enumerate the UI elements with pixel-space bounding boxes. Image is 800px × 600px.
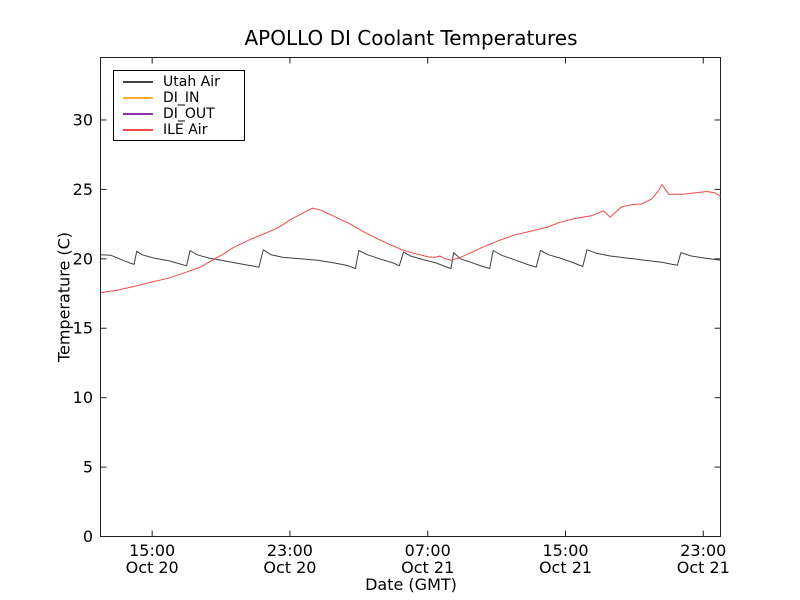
y-tick-label: 0	[83, 527, 93, 546]
y-tick-label: 20	[73, 249, 93, 268]
series-line-utah-air	[100, 249, 721, 269]
y-tick-label: 30	[73, 110, 93, 129]
plot-border	[100, 57, 721, 537]
legend: Utah Air DI_IN DI_OUT ILE Air	[113, 70, 245, 141]
x-tick-label-time: 07:00	[405, 541, 451, 560]
x-tick-label-time: 23:00	[267, 541, 313, 560]
x-tick-label-date: Oct 21	[539, 558, 592, 577]
legend-line-sample	[123, 113, 153, 115]
legend-item: DI_OUT	[114, 106, 244, 122]
x-tick-label-time: 15:00	[542, 541, 588, 560]
x-tick-label-time: 23:00	[680, 541, 726, 560]
legend-item: DI_IN	[114, 90, 244, 106]
x-tick-label-date: Oct 20	[126, 558, 179, 577]
legend-item: Utah Air	[114, 74, 244, 90]
x-tick-label-time: 15:00	[129, 541, 175, 560]
y-tick-label: 10	[73, 388, 93, 407]
legend-label: DI_OUT	[163, 106, 215, 122]
legend-item: ILE Air	[114, 122, 244, 138]
x-tick-label-date: Oct 20	[263, 558, 316, 577]
x-tick-label-date: Oct 21	[401, 558, 454, 577]
y-tick-label: 5	[83, 458, 93, 477]
legend-line-sample	[123, 97, 153, 99]
legend-label: ILE Air	[163, 122, 208, 138]
x-axis-label: Date (GMT)	[365, 575, 457, 594]
x-tick-label-date: Oct 21	[677, 558, 730, 577]
chart-title: APOLLO DI Coolant Temperatures	[244, 26, 578, 50]
legend-label: Utah Air	[163, 74, 220, 90]
y-tick-label: 15	[73, 319, 93, 338]
legend-line-sample	[123, 81, 153, 83]
series-line-ile-air	[100, 184, 721, 294]
legend-line-sample	[123, 129, 153, 131]
y-axis-label: Temperature (C)	[54, 231, 74, 363]
y-tick-label: 25	[73, 180, 93, 199]
legend-label: DI_IN	[163, 90, 200, 106]
